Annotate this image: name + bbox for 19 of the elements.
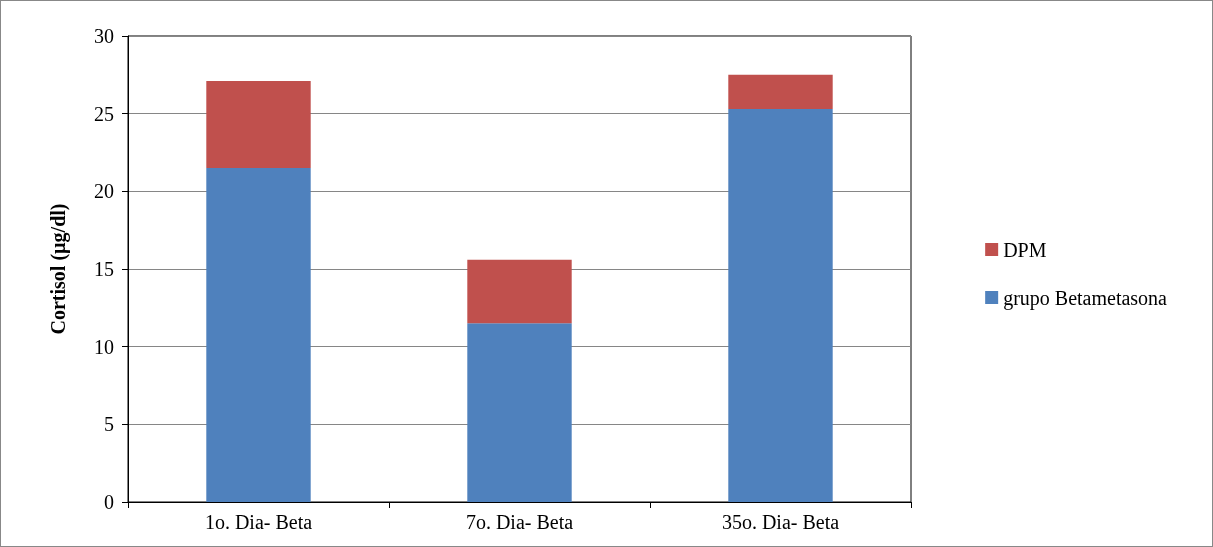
bar [206, 81, 311, 169]
legend-label: DPM [1003, 238, 1047, 261]
x-tick-label: 35o. Dia- Beta [721, 511, 840, 533]
y-tick-label: 25 [94, 102, 114, 125]
bar [728, 74, 833, 110]
bar [728, 109, 833, 502]
y-axis-title: Cortisol (µg/dl) [47, 203, 70, 335]
y-tick-label: 15 [94, 258, 114, 280]
y-tick-label: 0 [104, 491, 114, 513]
x-tick-label: 7o. Dia- Beta [465, 511, 574, 533]
y-tick-label: 20 [94, 180, 114, 203]
y-tick-label: 30 [94, 25, 114, 47]
y-tick-label: 5 [104, 413, 114, 436]
bar [467, 323, 572, 502]
bar [467, 259, 572, 324]
y-tick-label: 10 [94, 335, 114, 358]
x-tick-label: 1o. Dia- Beta [204, 511, 313, 533]
bar [206, 168, 311, 502]
legend-label: grupo Betametasona [1003, 286, 1168, 310]
